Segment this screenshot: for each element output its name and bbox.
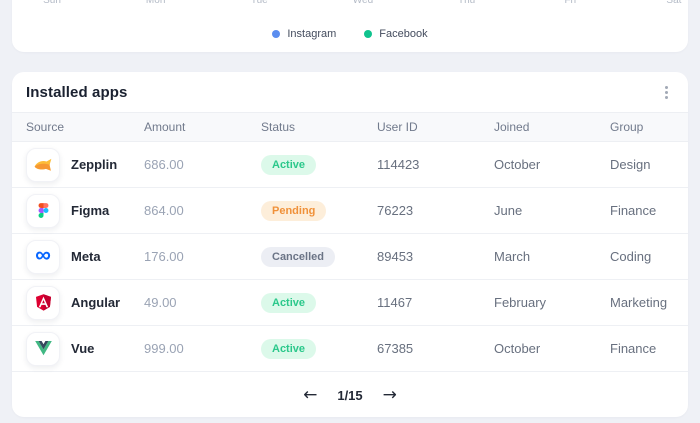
instagram-dot-icon [272,30,281,38]
cell-source: Figma [26,193,144,228]
table-row: Zepplin 686.00 Active 114423 October Des… [12,142,688,188]
cell-source: ∞ Meta [26,239,144,274]
cell-amount: 686.00 [144,157,184,172]
cell-status: Cancelled [261,246,377,267]
cell-user-id: 67385 [377,341,414,356]
table-header-row: Source Amount Status User ID Joined Grou… [12,112,688,142]
x-axis-label: Wed [352,0,374,6]
zeplin-logo-icon [26,147,60,182]
table-row: Angular 49.00 Active 11467 February Mark… [12,280,688,326]
status-badge: Active [261,338,317,359]
cell-amount: 176.00 [144,249,184,264]
cell-source: Angular [26,285,144,320]
status-badge: Pending [261,200,327,221]
cell-joined: October [494,157,541,172]
cell-status: Active [261,154,377,175]
page-indicator: 1/15 [337,387,363,403]
col-header-amount: Amount [144,120,186,134]
table-row: Vue 999.00 Active 67385 October Finance [12,326,688,372]
cell-group: Design [610,157,651,172]
status-badge: Active [261,292,317,313]
facebook-dot-icon [364,30,373,38]
cell-group: Finance [610,203,657,218]
app-name: Vue [71,341,95,356]
cell-status: Active [261,338,377,359]
legend-label: Instagram [287,28,337,40]
cell-user-id: 11467 [377,295,413,310]
status-badge: Cancelled [261,246,335,267]
col-header-joined: Joined [494,120,530,134]
app-name: Figma [71,203,110,218]
chart-x-axis: Sun Mon Tue Wed Thu Fri Sat [38,0,688,6]
cell-user-id: 114423 [377,157,420,172]
legend-item-instagram[interactable]: Instagram [272,28,336,40]
col-header-status: Status [261,120,296,134]
legend-item-facebook[interactable]: Facebook [364,28,428,40]
x-axis-label: Tue [250,0,268,6]
x-axis-label: Thu [458,0,476,6]
x-axis-label: Fri [564,0,577,6]
cell-status: Pending [261,200,377,221]
chart-card: Sun Mon Tue Wed Thu Fri Sat Instagram Fa… [12,0,688,52]
x-axis-label: Sun [43,0,61,6]
cell-group: Marketing [610,295,668,310]
app-name: Meta [71,249,101,264]
app-name: Zepplin [71,157,118,172]
angular-logo-icon [26,285,60,320]
pagination: ← 1/15 → [12,373,688,417]
cell-amount: 999.00 [144,341,184,356]
kebab-menu-icon[interactable] [659,82,674,103]
cell-status: Active [261,292,377,313]
app-name: Angular [71,295,121,310]
cell-joined: February [494,295,547,310]
cell-joined: October [494,341,541,356]
cell-amount: 49.00 [144,295,177,310]
table-row: Figma 864.00 Pending 76223 June Finance [12,188,688,234]
status-badge: Active [261,154,317,175]
x-axis-label: Sat [666,0,682,6]
cell-user-id: 89453 [377,249,414,264]
cell-group: Coding [610,249,652,264]
table-row: ∞ Meta 176.00 Cancelled 89453 March Codi… [12,234,688,280]
next-page-arrow-icon[interactable]: → [379,385,401,406]
col-header-source: Source [26,120,65,134]
col-header-user-id: User ID [377,120,418,134]
card-title: Installed apps [26,83,128,101]
cell-group: Finance [610,341,657,356]
cell-user-id: 76223 [377,203,414,218]
legend-label: Facebook [379,28,428,40]
cell-source: Vue [26,331,144,366]
prev-page-arrow-icon[interactable]: ← [299,385,321,406]
cell-source: Zepplin [26,147,144,182]
cell-joined: June [494,203,523,218]
x-axis-label: Mon [145,0,166,6]
col-header-group: Group [610,120,644,134]
chart-legend: Instagram Facebook [12,28,688,40]
cell-amount: 864.00 [144,203,184,218]
installed-apps-header: Installed apps [12,72,688,112]
vue-logo-icon [26,331,60,366]
meta-logo-icon: ∞ [26,239,60,274]
figma-logo-icon [26,193,60,228]
installed-apps-card: Installed apps Source Amount Status User… [12,72,688,417]
cell-joined: March [494,249,531,264]
